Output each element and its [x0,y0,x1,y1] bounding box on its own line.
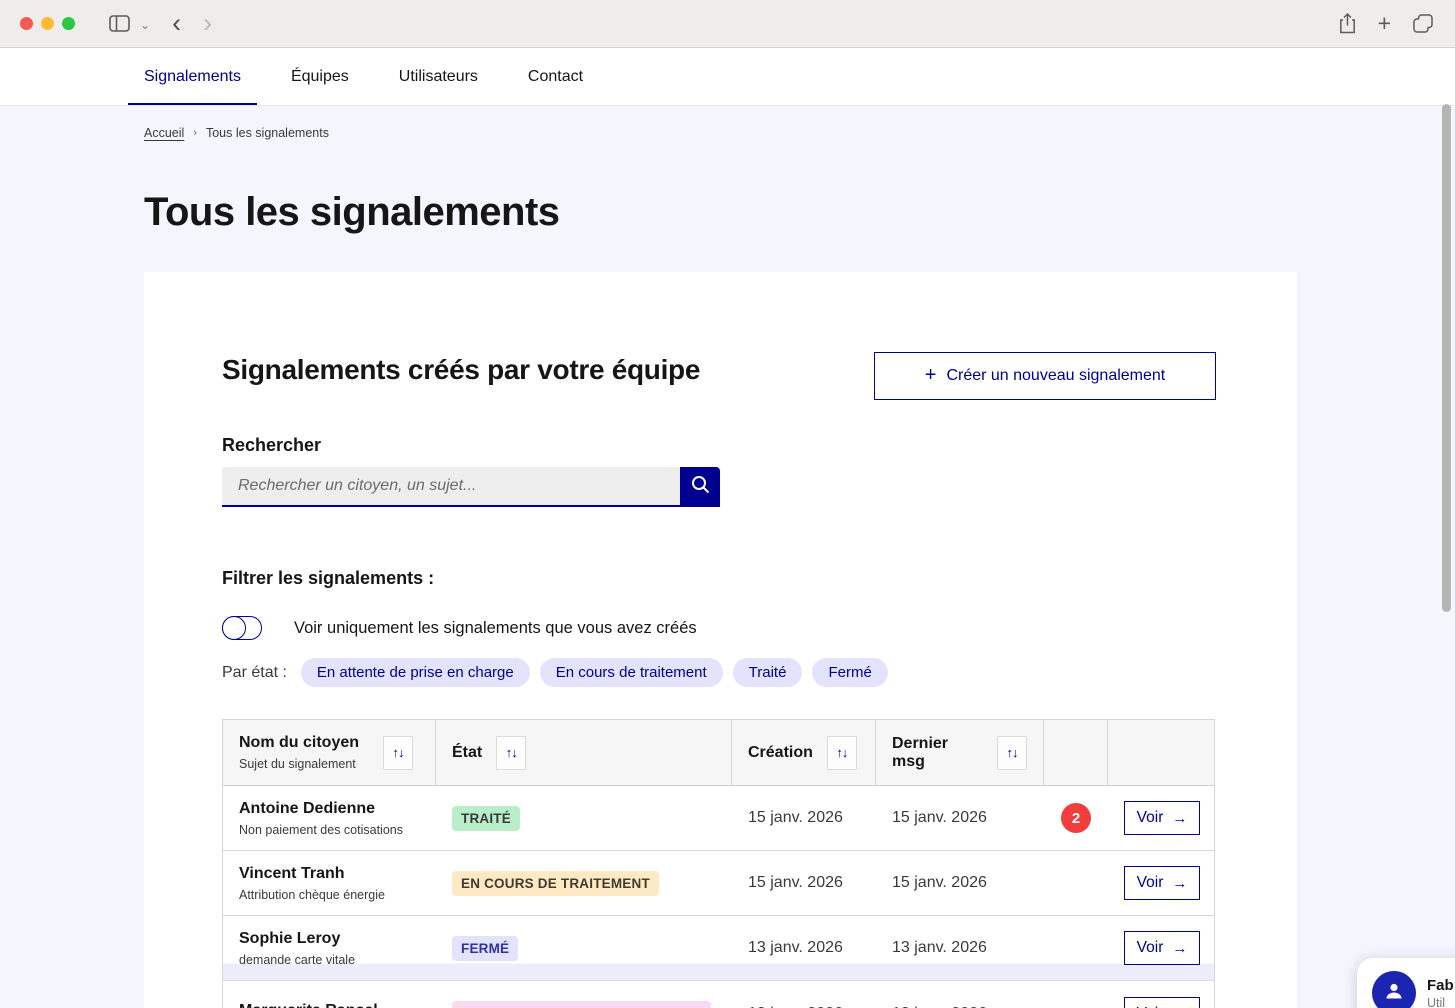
create-signalement-button[interactable]: + Créer un nouveau signalement [874,352,1216,400]
traffic-lights [20,17,75,30]
status-badge: EN ATTENTE DE PRISE EN CHARGE [452,1001,711,1008]
browser-toolbar: ⌄ ‹ › + [0,0,1455,48]
breadcrumb-home-link[interactable]: Accueil [144,126,185,140]
search-input[interactable] [222,467,680,505]
voir-label: Voir [1136,874,1164,891]
search-label: Rechercher [222,435,322,455]
signalements-table: Nom du citoyen Sujet du signalement ↑↓ É… [222,719,1215,1008]
user-name: Fab [1427,976,1454,994]
my-signalements-toggle[interactable] [222,616,262,640]
header-nom-citoyen: Nom du citoyen [239,734,360,751]
sort-creation-button[interactable]: ↑↓ [826,735,857,770]
voir-button[interactable]: Voir → [1124,866,1200,900]
voir-arrow-icon: → [1172,1005,1187,1008]
sidebar-toggle-icon[interactable] [109,15,130,32]
table-row: Antoine Dedienne Non paiement des cotisa… [223,786,1214,851]
tab-equipes[interactable]: Équipes [290,67,349,85]
header-dernier-msg: Dernier msg [892,734,949,770]
voir-label: Voir [1136,939,1164,956]
vertical-scrollbar[interactable] [1442,104,1451,612]
header-creation: Création [748,743,813,761]
filter-tag-ferme[interactable]: Fermé [812,658,888,687]
unread-badge: 2 [1061,803,1091,833]
avatar [1372,971,1416,1008]
forward-button[interactable]: › [203,8,213,38]
created-date: 13 janv. 2026 [748,939,843,956]
status-badge: EN COURS DE TRAITEMENT [452,870,659,896]
table-row: Sophie Leroy demande carte vitale FERMÉ … [223,916,1214,981]
header-actions [1108,720,1216,785]
close-window-icon[interactable] [20,17,33,30]
status-badge: FERMÉ [452,935,519,961]
lastmsg-date: 13 janv. 2026 [892,939,987,956]
tab-overview-icon[interactable] [1413,14,1433,33]
voir-arrow-icon: → [1172,939,1188,957]
sort-nom-button[interactable]: ↑↓ [383,735,413,770]
breadcrumb: Accueil › Tous les signalements [144,126,329,140]
lastmsg-date: 15 janv. 2026 [892,809,987,826]
voir-arrow-icon: → [1172,809,1188,827]
citizen-name: Marguerite Rancel [239,1002,378,1008]
search-bar [222,467,720,507]
table-row: Vincent Tranh Attribution chèque énergie… [223,851,1214,916]
person-icon [1383,980,1405,1007]
voir-label: Voir [1136,809,1164,826]
citizen-name: Sophie Leroy [239,929,341,947]
sidebar-chevron-icon[interactable]: ⌄ [140,17,151,32]
search-button[interactable] [680,467,720,505]
filter-heading: Filtrer les signalements : [222,568,435,588]
citizen-subject: Non paiement des cotisations [239,822,403,837]
header-notifications [1044,720,1108,785]
user-role: Util [1427,995,1446,1008]
citizen-name: Antoine Dedienne [239,799,376,817]
filter-tag-en-cours[interactable]: En cours de traitement [539,658,723,687]
created-date: 13 janv. 2026 [732,981,876,1008]
new-tab-icon[interactable]: + [1377,10,1391,36]
page-title: Tous les signalements [144,190,560,234]
voir-label: Voir [1137,1005,1164,1008]
tab-contact[interactable]: Contact [527,67,584,85]
header-sujet: Sujet du signalement [239,757,356,771]
main-navigation: Signalements Équipes Utilisateurs Contac… [0,48,1455,106]
toggle-label: Voir uniquement les signalements que vou… [294,618,697,637]
signalements-panel: Signalements créés par votre équipe + Cr… [144,272,1297,1008]
plus-icon: + [924,363,937,386]
state-filter-label: Par état : [222,663,287,681]
panel-heading: Signalements créés par votre équipe [222,354,701,385]
zoom-window-icon[interactable] [62,17,75,30]
search-icon [691,475,710,497]
status-badge: TRAITÉ [452,805,520,831]
created-date: 15 janv. 2026 [748,874,843,891]
tab-utilisateurs[interactable]: Utilisateurs [398,67,478,85]
table-row: Marguerite Rancel EN ATTENTE DE PRISE EN… [223,981,1214,1008]
voir-button[interactable]: Voir → [1124,931,1200,965]
chevron-right-icon: › [193,127,197,139]
lastmsg-date: 13 janv. 2026 [876,981,1044,1008]
minimize-window-icon[interactable] [41,17,54,30]
voir-arrow-icon: → [1172,874,1188,892]
sort-dernier-msg-button[interactable]: ↑↓ [997,735,1027,770]
citizen-name: Vincent Tranh [239,864,345,882]
header-etat: État [452,743,483,761]
user-widget[interactable]: Fab Util [1357,958,1455,1008]
create-signalement-label: Créer un nouveau signalement [946,367,1166,384]
tab-signalements[interactable]: Signalements [128,48,257,105]
back-button[interactable]: ‹ [172,8,182,38]
filter-tag-traite[interactable]: Traité [732,658,803,687]
share-icon[interactable] [1339,13,1356,34]
citizen-subject: demande carte vitale [239,952,356,967]
breadcrumb-current: Tous les signalements [205,126,329,140]
citizen-subject: Attribution chèque énergie [239,887,385,902]
table-body: Antoine Dedienne Non paiement des cotisa… [223,786,1214,1008]
table-header: Nom du citoyen Sujet du signalement ↑↓ É… [223,720,1214,786]
voir-button[interactable]: Voir → [1124,996,1200,1008]
sort-etat-button[interactable]: ↑↓ [496,735,527,770]
toggle-knob [222,616,246,640]
filter-tag-en-attente[interactable]: En attente de prise en charge [300,658,530,687]
state-filter-row: Par état : En attente de prise en charge… [222,658,898,687]
created-date: 15 janv. 2026 [748,809,843,826]
voir-button[interactable]: Voir → [1124,801,1200,835]
lastmsg-date: 15 janv. 2026 [892,874,987,891]
